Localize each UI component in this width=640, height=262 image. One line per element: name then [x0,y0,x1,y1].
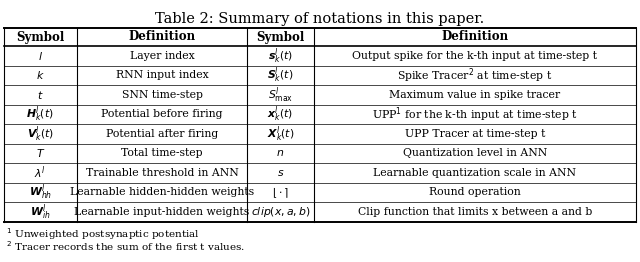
Text: UPP$^1$ for the k-th input at time-step t: UPP$^1$ for the k-th input at time-step … [372,105,578,124]
Text: $\boldsymbol{W}^l_{hh}$: $\boldsymbol{W}^l_{hh}$ [29,182,52,202]
Text: $\lambda^l$: $\lambda^l$ [35,165,46,181]
Text: Learnable hidden-hidden weights: Learnable hidden-hidden weights [70,187,254,197]
Text: Spike Tracer$^2$ at time-step t: Spike Tracer$^2$ at time-step t [397,66,552,85]
Text: $\boldsymbol{V}^l_k(t)$: $\boldsymbol{V}^l_k(t)$ [27,124,54,144]
Text: SNN time-step: SNN time-step [122,90,202,100]
Text: Learnable input-hidden weights: Learnable input-hidden weights [74,207,250,217]
Text: $\mathit{n}$: $\mathit{n}$ [276,148,285,158]
Text: Output spike for the k-th input at time-step t: Output spike for the k-th input at time-… [353,51,597,61]
Text: $\mathit{l}$: $\mathit{l}$ [38,50,43,62]
Text: Round operation: Round operation [429,187,521,197]
Text: Total time-step: Total time-step [121,148,203,158]
Text: Quantization level in ANN: Quantization level in ANN [403,148,547,158]
Text: $S^l_{\mathrm{max}}$: $S^l_{\mathrm{max}}$ [268,85,293,105]
Text: $\boldsymbol{X}^l_k(t)$: $\boldsymbol{X}^l_k(t)$ [267,124,294,144]
Text: Definition: Definition [441,30,508,43]
Text: $\boldsymbol{S}^l_k(t)$: $\boldsymbol{S}^l_k(t)$ [268,66,294,85]
Text: Symbol: Symbol [257,30,305,43]
Text: Maximum value in spike tracer: Maximum value in spike tracer [389,90,561,100]
Text: $\boldsymbol{H}^l_k(t)$: $\boldsymbol{H}^l_k(t)$ [26,105,54,124]
Text: Clip function that limits x between a and b: Clip function that limits x between a an… [358,207,592,217]
Text: Table 2: Summary of notations in this paper.: Table 2: Summary of notations in this pa… [156,12,484,26]
Text: RNN input index: RNN input index [116,70,209,80]
Text: $\mathit{k}$: $\mathit{k}$ [36,69,45,81]
Text: $\mathit{t}$: $\mathit{t}$ [37,89,44,101]
Text: Layer index: Layer index [130,51,195,61]
Text: $\lfloor\cdot\rceil$: $\lfloor\cdot\rceil$ [272,185,289,200]
Text: $^2$ Tracer records the sum of the first t values.: $^2$ Tracer records the sum of the first… [6,239,245,253]
Text: $\boldsymbol{s}^l_k(t)$: $\boldsymbol{s}^l_k(t)$ [268,46,293,66]
Text: Definition: Definition [129,30,196,43]
Text: $\boldsymbol{x}^l_k(t)$: $\boldsymbol{x}^l_k(t)$ [268,105,294,124]
Text: Potential after firing: Potential after firing [106,129,218,139]
Text: Learnable quantization scale in ANN: Learnable quantization scale in ANN [373,168,577,178]
Text: $\mathit{clip}(x,a,b)$: $\mathit{clip}(x,a,b)$ [251,205,310,219]
Text: UPP Tracer at time-step t: UPP Tracer at time-step t [404,129,545,139]
Text: $\mathit{T}$: $\mathit{T}$ [36,147,45,159]
Text: $\mathit{s}$: $\mathit{s}$ [276,168,284,178]
Text: $\boldsymbol{W}^l_{ih}$: $\boldsymbol{W}^l_{ih}$ [30,202,51,222]
Text: $^1$ Unweighted postsynaptic potential: $^1$ Unweighted postsynaptic potential [6,227,200,242]
Text: Trainable threshold in ANN: Trainable threshold in ANN [86,168,238,178]
Text: Symbol: Symbol [16,30,65,43]
Text: Potential before firing: Potential before firing [101,109,223,119]
